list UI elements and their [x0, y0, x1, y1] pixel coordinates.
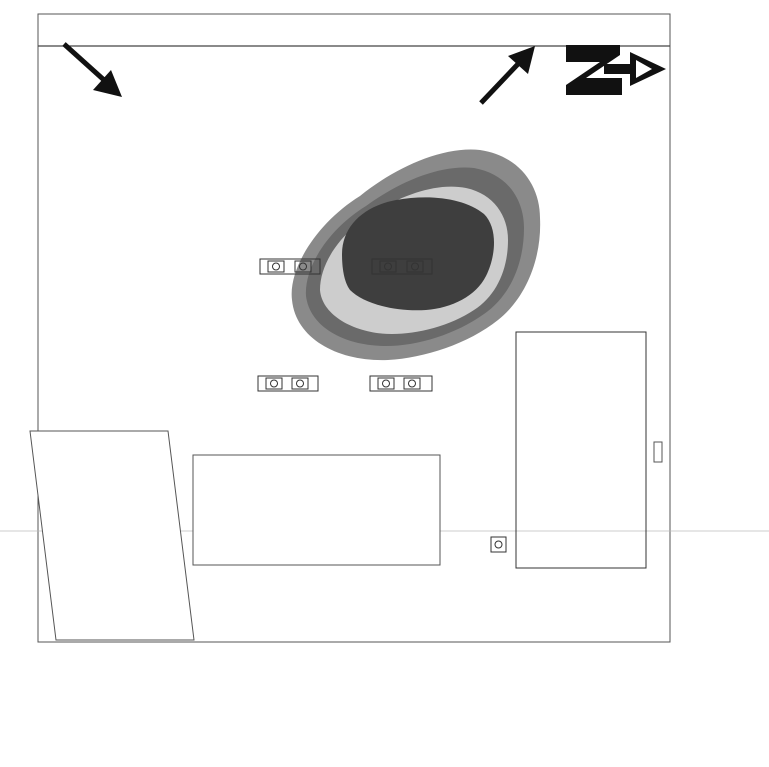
plume-core-contour [342, 197, 494, 311]
tank-area [515, 331, 647, 569]
north-arrow [566, 45, 666, 95]
contamination-plume [291, 149, 541, 361]
dispenser-single [490, 536, 507, 553]
flow-arrow-northwest [62, 42, 122, 97]
north-symbol-icon [566, 45, 622, 95]
office-building [192, 454, 441, 566]
dispenser-island [259, 258, 321, 275]
tank-area-side-mark [653, 441, 663, 463]
car-washer-building [29, 430, 195, 641]
fuel-dispensers [257, 258, 507, 553]
dispenser-island [371, 258, 433, 275]
dispenser-island [257, 375, 319, 392]
dispenser-island [369, 375, 433, 392]
map-frame [37, 13, 671, 643]
flow-arrow-northeast [479, 46, 535, 105]
